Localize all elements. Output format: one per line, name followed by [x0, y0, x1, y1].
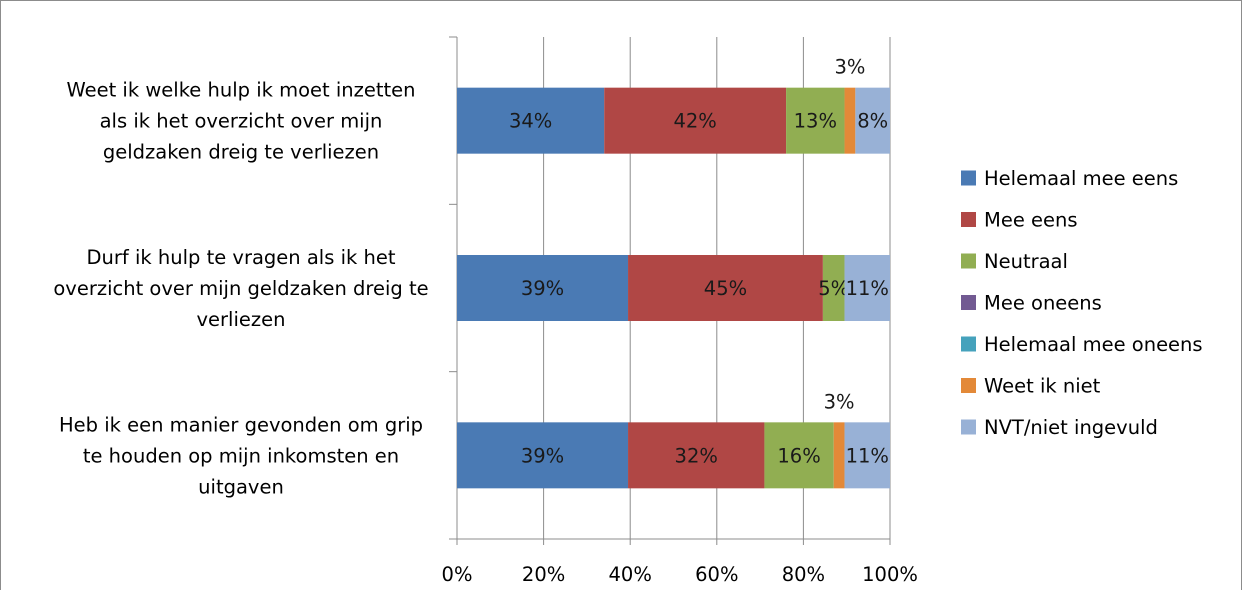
bar-segment: [457, 422, 629, 489]
bar-segment: [764, 422, 834, 489]
x-tick-label: 0%: [442, 563, 473, 586]
bar-segment: [604, 87, 787, 154]
data-label: 3%: [824, 390, 855, 413]
data-label: 11%: [846, 277, 889, 300]
data-label: 5%: [818, 277, 849, 300]
bar-segment: [786, 87, 845, 154]
x-tick-label: 40%: [609, 563, 652, 586]
data-label: 45%: [704, 277, 747, 300]
bar-segment: [844, 422, 890, 489]
bar-segment: [833, 422, 845, 489]
x-tick-label: 60%: [695, 563, 738, 586]
category-label: Weet ik welke hulp ik moet inzetten als i…: [66, 79, 415, 164]
x-tick-label: 20%: [522, 563, 565, 586]
legend-swatch: [961, 253, 976, 269]
data-label: 8%: [857, 110, 888, 133]
legend-label: Neutraal: [984, 250, 1068, 273]
legend-label: Helemaal mee eens: [984, 167, 1178, 190]
data-label: 34%: [509, 110, 552, 133]
legend-swatch: [961, 336, 976, 352]
bar-segment: [628, 255, 823, 321]
data-label: 42%: [673, 110, 716, 133]
data-label: 39%: [521, 277, 564, 300]
data-label: 16%: [777, 444, 820, 467]
legend-swatch: [961, 295, 976, 310]
category-label: Durf ik hulp te vragen als ik het overzic…: [53, 246, 428, 331]
data-label: 3%: [834, 56, 865, 79]
bar-segment: [844, 87, 856, 154]
legend-swatch: [961, 212, 976, 227]
data-label: 32%: [675, 444, 718, 467]
data-label: 39%: [521, 444, 564, 467]
legend-swatch: [961, 419, 976, 435]
x-tick-label: 80%: [782, 563, 825, 586]
bar-segment: [822, 255, 845, 321]
bar-segment: [457, 87, 605, 154]
legend-swatch: [961, 170, 976, 186]
bar-segment: [457, 255, 629, 321]
data-label: 11%: [846, 444, 889, 467]
legend-label: NVT/niet ingevuld: [984, 416, 1158, 439]
bar-segment: [844, 255, 890, 321]
legend-label: Helemaal mee oneens: [984, 333, 1203, 356]
bar-segment: [628, 422, 765, 489]
legend-label: Mee oneens: [984, 292, 1102, 315]
category-label: Heb ik een manier gevonden om grip te hou…: [59, 413, 423, 498]
bar-segment: [855, 87, 890, 154]
legend-label: Mee eens: [984, 209, 1078, 232]
legend-label: Weet ik niet: [984, 375, 1101, 398]
legend-swatch: [961, 378, 976, 393]
data-label: 13%: [794, 110, 837, 133]
x-tick-label: 100%: [862, 563, 918, 586]
